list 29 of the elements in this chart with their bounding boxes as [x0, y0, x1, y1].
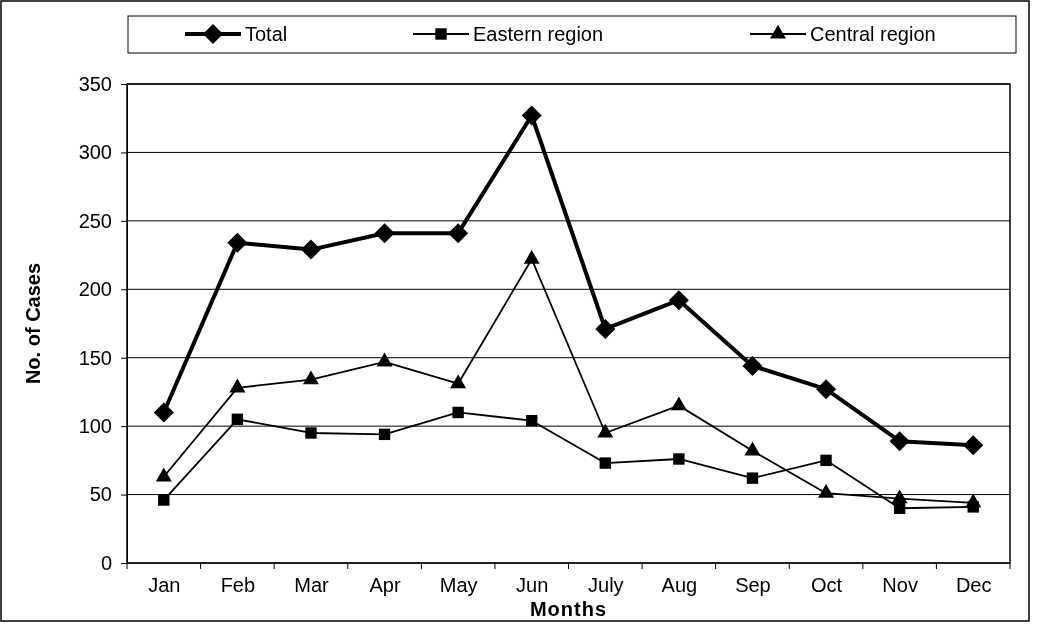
point	[597, 423, 614, 438]
x-tick-label: Dec	[955, 574, 992, 596]
point	[158, 494, 170, 506]
legend-label: Total	[245, 23, 288, 45]
x-axis-title: Months	[529, 598, 608, 620]
x-tick-label: Feb	[220, 574, 256, 596]
x-tick-label: Aug	[661, 574, 698, 596]
legend-label: Central region	[810, 23, 936, 45]
point	[673, 453, 685, 465]
y-tick-label: 50	[89, 483, 112, 506]
legend-label: Eastern region	[473, 23, 604, 45]
y-axis-title: No. of Cases	[22, 262, 44, 385]
x-tick-label: July	[588, 574, 624, 596]
x-tick-label: May	[439, 574, 478, 596]
y-tick-label: 100	[78, 415, 112, 438]
x-tick-label: Oct	[810, 574, 843, 596]
y-tick-label: 0	[100, 551, 112, 574]
x-tick-label: Jun	[516, 574, 549, 596]
x-tick-label: Jan	[148, 574, 181, 596]
y-tick-label: 150	[78, 346, 112, 369]
y-tick-label: 300	[78, 141, 112, 164]
point	[305, 427, 317, 439]
x-tick-label: Sep	[735, 574, 771, 596]
x-tick-label: Apr	[369, 574, 401, 596]
x-tick-label: Mar	[294, 574, 330, 596]
x-tick-label: Nov	[882, 574, 918, 596]
y-tick-label: 350	[78, 72, 112, 95]
y-tick-label: 250	[78, 209, 112, 232]
y-tick-label: 200	[78, 278, 112, 301]
